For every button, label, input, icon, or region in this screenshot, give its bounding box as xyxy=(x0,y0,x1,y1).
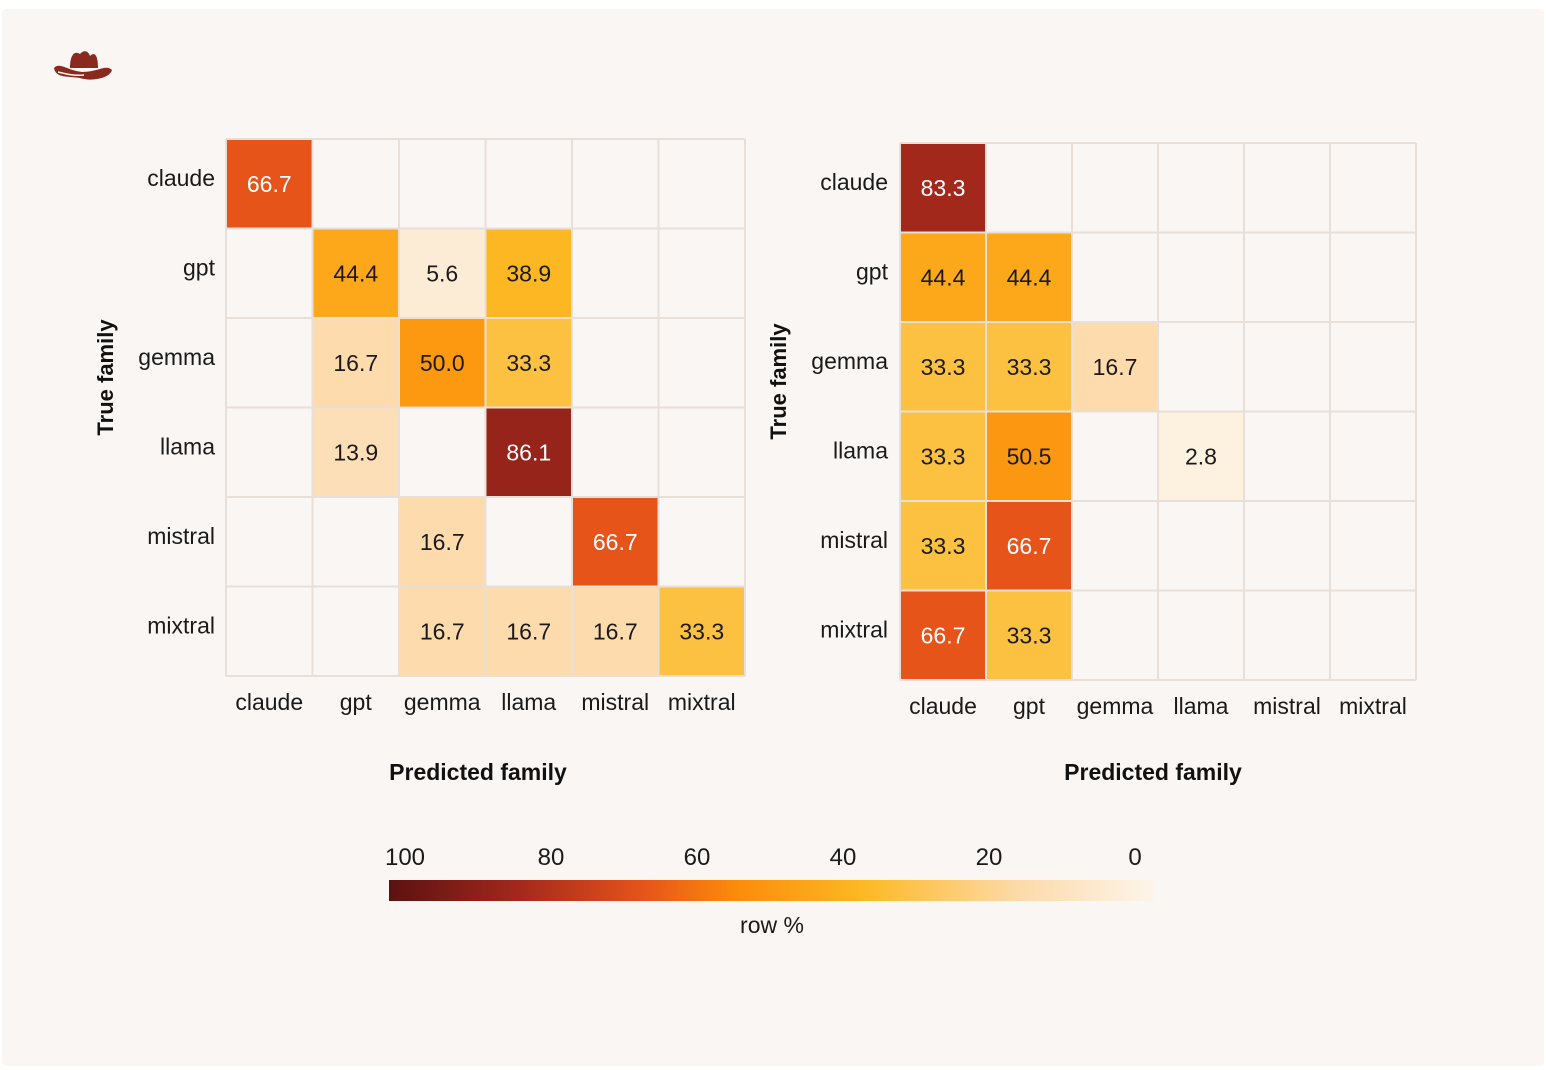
column-tick-label: mistral xyxy=(581,689,649,715)
colorbar-gradient xyxy=(389,880,1154,901)
heatmap-cell xyxy=(1158,411,1244,501)
cell-value-label: 16.7 xyxy=(420,529,465,555)
heatmap-cell xyxy=(900,322,986,412)
heatmap-cell xyxy=(399,318,486,408)
cell-value-label: 50.0 xyxy=(420,350,465,376)
y-axis-title: True family xyxy=(93,319,118,436)
column-tick-label: mixtral xyxy=(668,689,736,715)
heatmap-cell xyxy=(226,139,313,229)
cell-value-label: 33.3 xyxy=(921,443,966,469)
x-axis-title: Predicted family xyxy=(389,759,567,785)
column-tick-label: claude xyxy=(909,693,977,719)
heatmap-cell xyxy=(485,586,572,676)
cell-value-label: 2.8 xyxy=(1185,443,1217,469)
y-axis-title: True family xyxy=(766,323,791,440)
heatmap-cell xyxy=(312,318,399,408)
heatmap-cell xyxy=(900,232,986,322)
row-tick-label: gpt xyxy=(856,258,889,284)
row-tick-label: gpt xyxy=(183,254,216,280)
cell-value-label: 16.7 xyxy=(420,618,465,644)
heatmap-cell xyxy=(485,407,572,497)
row-tick-label: gemma xyxy=(138,344,215,370)
heatmap-cell xyxy=(572,586,659,676)
x-axis-title: Predicted family xyxy=(1064,759,1242,785)
column-tick-label: llama xyxy=(1174,693,1229,719)
column-tick-label: gemma xyxy=(1077,693,1154,719)
colorbar: 100 80 60 40 20 0 row % xyxy=(385,844,1154,938)
column-tick-label: gpt xyxy=(340,689,373,715)
cell-value-label: 16.7 xyxy=(593,618,638,644)
heatmap-cell xyxy=(986,590,1072,680)
row-tick-label: gemma xyxy=(811,348,888,374)
cell-value-label: 33.3 xyxy=(679,618,724,644)
row-tick-label: mixtral xyxy=(820,616,888,642)
cell-value-label: 33.3 xyxy=(921,533,966,559)
cell-value-label: 33.3 xyxy=(506,350,551,376)
colorbar-label: row % xyxy=(740,912,804,938)
cell-value-label: 86.1 xyxy=(506,439,551,465)
column-tick-label: gpt xyxy=(1013,693,1046,719)
heatmap-left: 66.7 44.4 5.6 38.9 16.7 50.0 33.3 13.9 86.1 16.7 6… xyxy=(93,138,746,785)
cell-value-label: 66.7 xyxy=(593,529,638,555)
cell-value-label: 66.7 xyxy=(1007,533,1052,559)
heatmap-cell xyxy=(399,497,486,587)
column-tick-label: claude xyxy=(235,689,303,715)
heatmap-cell xyxy=(986,411,1072,501)
colorbar-tick: 100 xyxy=(385,844,425,871)
cell-value-label: 5.6 xyxy=(426,260,458,286)
row-tick-label: llama xyxy=(160,433,215,459)
heatmap-cell xyxy=(1072,322,1158,412)
cell-value-label: 44.4 xyxy=(921,264,966,290)
column-tick-label: llama xyxy=(501,689,556,715)
cell-value-label: 33.3 xyxy=(1007,354,1052,380)
cell-value-label: 44.4 xyxy=(333,260,378,286)
row-tick-label: mistral xyxy=(147,523,215,549)
cell-value-label: 16.7 xyxy=(506,618,551,644)
row-tick-label: llama xyxy=(833,437,888,463)
colorbar-tick: 80 xyxy=(538,844,565,871)
heatmap-cell xyxy=(986,232,1072,322)
heatmap-cell xyxy=(399,228,486,318)
row-tick-label: claude xyxy=(820,169,888,195)
heatmap-right: 83.3 44.4 44.4 33.3 33.3 16.7 33.3 50.5 2.8 33.3 6… xyxy=(766,142,1417,785)
column-tick-label: mixtral xyxy=(1339,693,1407,719)
cell-value-label: 13.9 xyxy=(333,439,378,465)
heatmap-cell xyxy=(572,497,659,587)
heatmap-cell xyxy=(986,322,1072,412)
colorbar-tick: 60 xyxy=(684,844,711,871)
cell-value-label: 66.7 xyxy=(247,171,292,197)
row-tick-label: claude xyxy=(147,165,215,191)
row-tick-label: mistral xyxy=(820,527,888,553)
heatmap-cell xyxy=(900,590,986,680)
cell-value-label: 16.7 xyxy=(1093,354,1138,380)
cell-value-label: 33.3 xyxy=(921,354,966,380)
colorbar-tick: 40 xyxy=(830,844,857,871)
cell-value-label: 83.3 xyxy=(921,175,966,201)
column-tick-label: mistral xyxy=(1253,693,1321,719)
cell-value-label: 33.3 xyxy=(1007,622,1052,648)
colorbar-tick: 20 xyxy=(976,844,1003,871)
heatmap-cell xyxy=(399,586,486,676)
cowboy-hat-icon xyxy=(54,51,112,80)
heatmap-cell xyxy=(658,586,745,676)
heatmap-cell xyxy=(986,501,1072,591)
colorbar-tick: 0 xyxy=(1128,844,1141,871)
row-tick-label: mixtral xyxy=(147,612,215,638)
heatmap-cell xyxy=(312,228,399,318)
cell-value-label: 38.9 xyxy=(506,260,551,286)
column-tick-label: gemma xyxy=(404,689,481,715)
heatmap-cell xyxy=(312,407,399,497)
heatmap-cell xyxy=(900,143,986,233)
heatmap-cell xyxy=(485,228,572,318)
heatmap-cell xyxy=(900,501,986,591)
cell-value-label: 44.4 xyxy=(1007,264,1052,290)
cell-value-label: 50.5 xyxy=(1007,443,1052,469)
cell-value-label: 16.7 xyxy=(333,350,378,376)
cell-value-label: 66.7 xyxy=(921,622,966,648)
heatmap-cell xyxy=(900,411,986,501)
heatmap-cell xyxy=(485,318,572,408)
